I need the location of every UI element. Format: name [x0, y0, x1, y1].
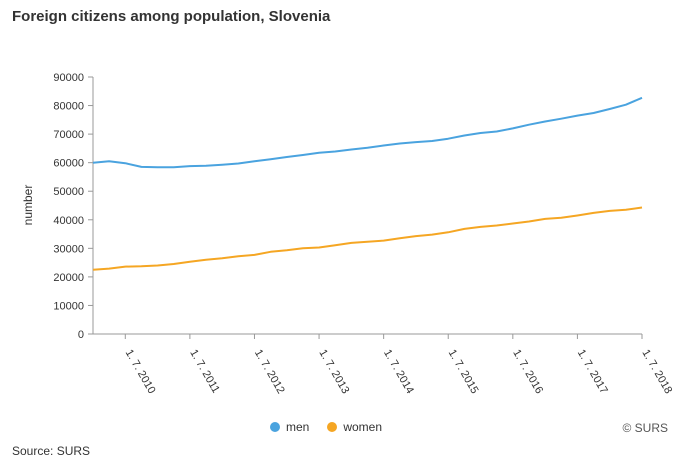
y-tick-label: 30000	[53, 243, 84, 255]
x-tick-label: 1. 7. 2012	[252, 348, 287, 396]
y-tick-label: 70000	[53, 129, 84, 141]
x-tick-label: 1. 7. 2017	[575, 348, 610, 396]
y-tick-label: 80000	[53, 101, 84, 113]
x-tick-label: 1. 7. 2016	[510, 348, 545, 396]
legend-marker-women	[327, 422, 338, 432]
legend: men women	[270, 420, 382, 434]
x-tick-label: 1. 7. 2011	[187, 348, 221, 396]
series-line-men[interactable]	[92, 96, 643, 169]
legend-item-women[interactable]: women	[327, 420, 382, 434]
y-axis: 0 10000 20000 30000 40000 50000 60000 70000 8000…	[53, 72, 94, 341]
source-label: Source: SURS	[12, 444, 91, 458]
y-tick-label: 90000	[53, 72, 84, 84]
y-axis-label: number	[21, 185, 35, 226]
x-tick-label: 1. 7. 2014	[381, 348, 416, 396]
y-tick-label: 60000	[53, 158, 84, 170]
legend-marker-men	[270, 422, 280, 432]
y-tick-label: 20000	[53, 272, 84, 284]
series-layer	[92, 96, 643, 271]
copyright-label: © SURS	[622, 421, 668, 435]
x-tick-label: 1. 7. 2015	[446, 348, 481, 396]
chart-title: Foreign citizens among population, Slove…	[12, 8, 331, 25]
legend-item-men[interactable]: men	[270, 420, 309, 434]
x-tick-label: 1. 7. 2013	[316, 348, 351, 396]
legend-label-men: men	[286, 420, 310, 434]
legend-label-women: women	[343, 420, 383, 434]
y-tick-label: 10000	[53, 300, 84, 312]
x-axis: 1. 7. 2010 1. 7. 2011 1. 7. 2012 1. 7. 2013…	[93, 333, 674, 396]
series-line-women[interactable]	[92, 206, 643, 271]
y-tick-label: 0	[78, 329, 84, 341]
y-tick-label: 50000	[53, 186, 84, 198]
x-tick-label: 1. 7. 2010	[123, 348, 158, 396]
y-tick-label: 40000	[53, 215, 84, 227]
x-tick-label: 1. 7. 2018	[639, 348, 674, 396]
